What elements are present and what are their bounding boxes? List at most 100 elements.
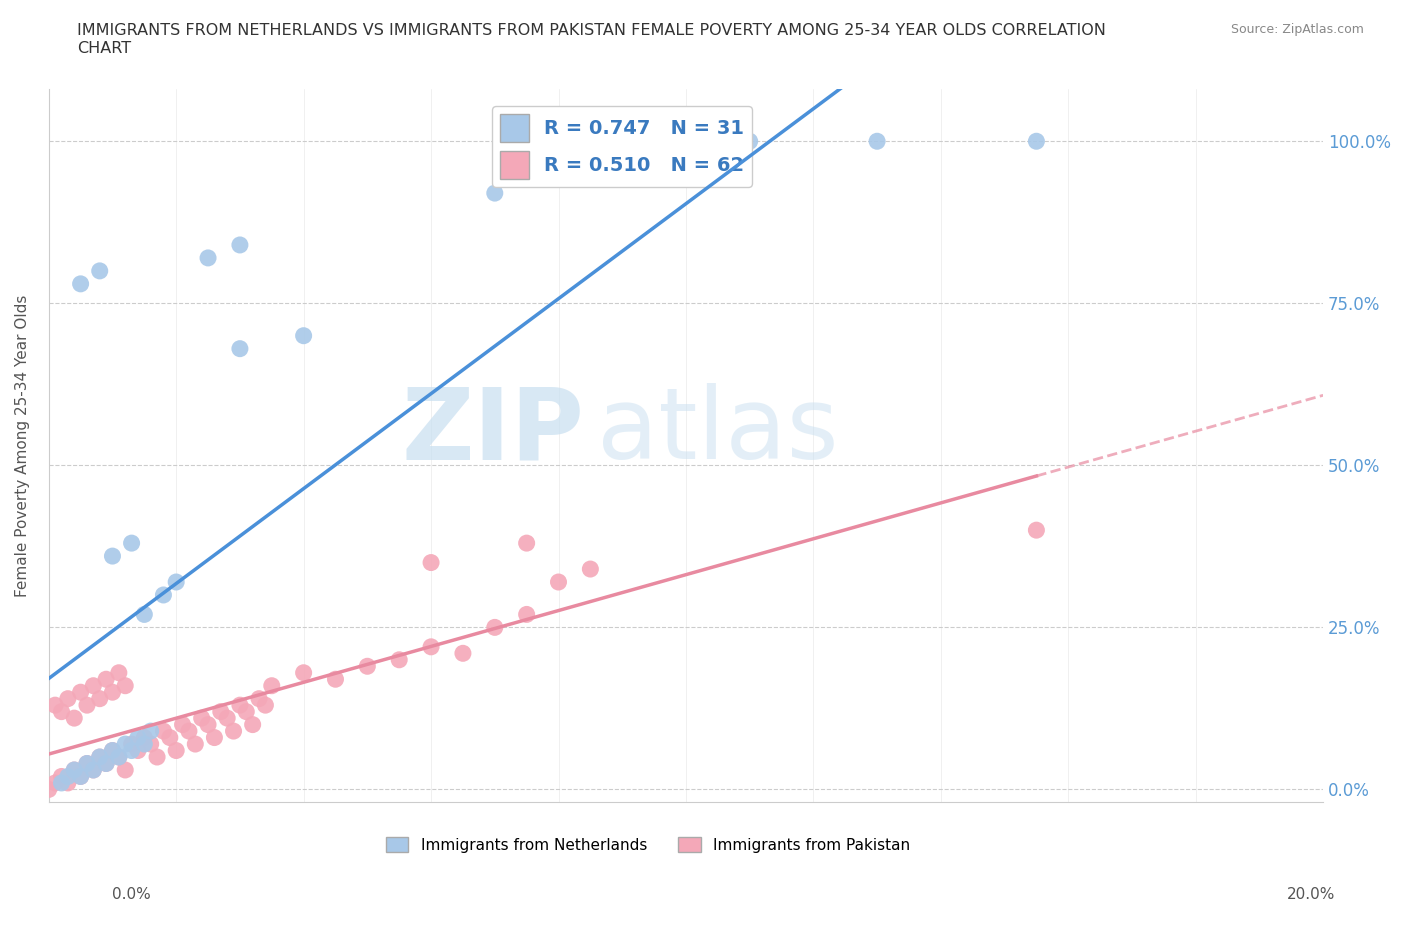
Point [139,737,162,751]
Point [1025,523,1047,538]
Point [56,769,79,784]
Point [94,756,117,771]
Point [139,724,162,738]
Point [101,684,124,699]
Point [229,237,252,252]
Point [197,250,219,265]
Point [579,562,602,577]
Point [69,684,91,699]
Point [51,769,73,784]
Point [420,640,443,655]
Text: 0.0%: 0.0% [112,887,152,902]
Point [63,711,86,725]
Point [44,776,66,790]
Point [190,711,212,725]
Point [217,711,239,725]
Point [121,737,143,751]
Point [108,750,131,764]
Point [516,536,538,551]
Point [547,575,569,590]
Point [51,776,73,790]
Point [177,724,200,738]
Point [76,756,98,771]
Point [56,776,79,790]
Point [121,743,143,758]
Point [89,691,111,706]
Point [235,704,257,719]
Point [484,620,506,635]
Point [222,724,245,738]
Point [76,698,98,712]
Text: 20.0%: 20.0% [1288,887,1336,902]
Point [76,756,98,771]
Point [94,671,117,686]
Point [56,691,79,706]
Point [152,724,174,738]
Point [114,763,136,777]
Point [516,607,538,622]
Point [63,763,86,777]
Point [159,730,181,745]
Text: ZIP: ZIP [401,383,583,480]
Point [260,678,283,693]
Point [451,645,474,660]
Point [420,555,443,570]
Point [51,704,73,719]
Point [101,743,124,758]
Point [108,750,131,764]
Point [121,536,143,551]
Point [89,263,111,278]
Point [229,341,252,356]
Point [165,575,187,590]
Point [738,134,761,149]
Point [89,750,111,764]
Legend: Immigrants from Netherlands, Immigrants from Pakistan: Immigrants from Netherlands, Immigrants … [380,830,915,859]
Text: Source: ZipAtlas.com: Source: ZipAtlas.com [1230,23,1364,36]
Point [94,756,117,771]
Point [209,704,232,719]
Point [63,763,86,777]
Point [101,743,124,758]
Point [165,743,187,758]
Text: IMMIGRANTS FROM NETHERLANDS VS IMMIGRANTS FROM PAKISTAN FEMALE POVERTY AMONG 25-: IMMIGRANTS FROM NETHERLANDS VS IMMIGRANT… [77,23,1107,56]
Point [579,134,602,149]
Point [356,658,378,673]
Point [69,276,91,291]
Point [114,678,136,693]
Point [82,678,104,693]
Point [247,691,270,706]
Point [134,737,156,751]
Point [89,750,111,764]
Point [229,698,252,712]
Point [184,737,207,751]
Point [38,782,60,797]
Point [152,588,174,603]
Point [127,730,149,745]
Point [1025,134,1047,149]
Point [101,549,124,564]
Point [484,186,506,201]
Y-axis label: Female Poverty Among 25-34 Year Olds: Female Poverty Among 25-34 Year Olds [15,295,30,597]
Point [197,717,219,732]
Point [114,737,136,751]
Point [292,328,315,343]
Point [69,769,91,784]
Point [866,134,889,149]
Point [172,717,194,732]
Point [108,665,131,680]
Point [388,652,411,667]
Point [254,698,277,712]
Point [127,743,149,758]
Point [292,665,315,680]
Point [146,750,169,764]
Point [44,698,66,712]
Point [69,769,91,784]
Point [82,763,104,777]
Text: atlas: atlas [596,383,838,480]
Point [325,671,347,686]
Point [242,717,264,732]
Point [134,607,156,622]
Point [82,763,104,777]
Point [134,730,156,745]
Point [204,730,226,745]
